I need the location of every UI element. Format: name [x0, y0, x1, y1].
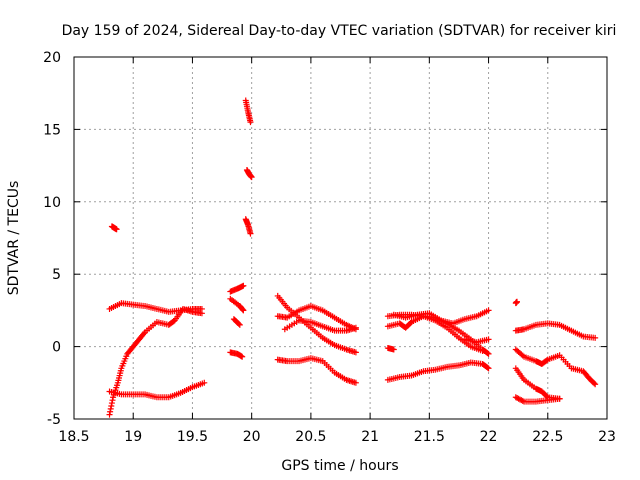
series-s7: [230, 316, 243, 328]
x-tick-label: 19: [124, 429, 142, 445]
series-s8: [227, 349, 246, 360]
x-tick-label: 21.5: [414, 429, 445, 445]
series-s4: [106, 379, 208, 401]
x-tick-label: 23: [598, 429, 616, 445]
data-point: [592, 381, 599, 388]
data-point: [247, 119, 254, 126]
y-tick-label: 10: [43, 195, 61, 211]
data-point: [240, 282, 247, 289]
x-axis-label: GPS time / hours: [281, 458, 398, 474]
data-point: [235, 320, 242, 327]
data-point: [240, 307, 247, 314]
y-axis-label: SDTVAR / TECUs: [6, 181, 22, 296]
plot-frame: [73, 56, 608, 420]
data-point: [352, 324, 359, 331]
chart-title: Day 159 of 2024, Sidereal Day-to-day VTE…: [62, 23, 617, 39]
data-point: [141, 330, 148, 337]
series-s3: [106, 305, 205, 418]
data-point: [352, 379, 359, 386]
data-point: [479, 347, 486, 354]
series-s21: [384, 359, 492, 383]
series-s9: [242, 97, 254, 126]
y-tick-label: 5: [52, 267, 61, 283]
data-point: [352, 349, 359, 356]
series-s24: [512, 346, 599, 388]
x-tick-label: 21: [361, 429, 379, 445]
series-s20: [461, 336, 492, 346]
data-point: [485, 336, 492, 343]
series-s19: [384, 345, 397, 353]
series-s5: [227, 282, 247, 295]
y-tick-label: 15: [43, 122, 61, 138]
data-point: [201, 379, 208, 386]
data-points: [106, 97, 599, 418]
data-point: [113, 226, 120, 233]
series-s25: [512, 365, 563, 402]
series-s18: [390, 307, 492, 327]
data-point: [513, 298, 520, 305]
data-point: [519, 397, 526, 404]
x-tick-label: 20: [243, 429, 261, 445]
data-point: [543, 393, 550, 400]
axis-ticks: [73, 56, 608, 420]
data-point: [248, 174, 255, 181]
x-tick-label: 22.5: [532, 429, 563, 445]
data-point: [485, 350, 492, 357]
series-s23: [512, 320, 599, 341]
x-axis-tick-labels: 18.5 19 19.5 20 20.5 21 21.5 22 22.5 23: [58, 429, 616, 445]
series-s26: [512, 394, 563, 405]
series-s2: [106, 300, 205, 315]
series-s13: [274, 303, 359, 333]
data-point: [198, 310, 205, 317]
x-tick-label: 19.5: [177, 429, 208, 445]
data-point: [484, 350, 491, 357]
data-point: [390, 346, 397, 353]
data-point: [556, 395, 563, 402]
data-point: [484, 364, 491, 371]
data-point: [239, 353, 246, 360]
data-point: [236, 321, 243, 328]
data-point: [591, 380, 598, 387]
series-s11: [242, 216, 254, 237]
y-tick-label: -5: [47, 412, 61, 428]
x-tick-label: 18.5: [58, 429, 89, 445]
y-tick-label: 20: [43, 50, 61, 66]
series-s6: [227, 295, 247, 314]
series-s15: [274, 355, 359, 386]
y-tick-label: 0: [52, 340, 61, 356]
data-point: [485, 365, 492, 372]
data-point: [519, 352, 526, 359]
series-s22: [512, 298, 520, 307]
series-s1: [108, 223, 120, 233]
series-s10: [243, 166, 255, 181]
data-point: [485, 307, 492, 314]
series-s14: [281, 317, 359, 334]
data-point: [247, 230, 254, 237]
x-tick-label: 20.5: [295, 429, 326, 445]
y-axis-tick-labels: -5 0 5 10 15 20: [43, 50, 61, 428]
data-point: [592, 334, 599, 341]
x-tick-label: 22: [480, 429, 498, 445]
